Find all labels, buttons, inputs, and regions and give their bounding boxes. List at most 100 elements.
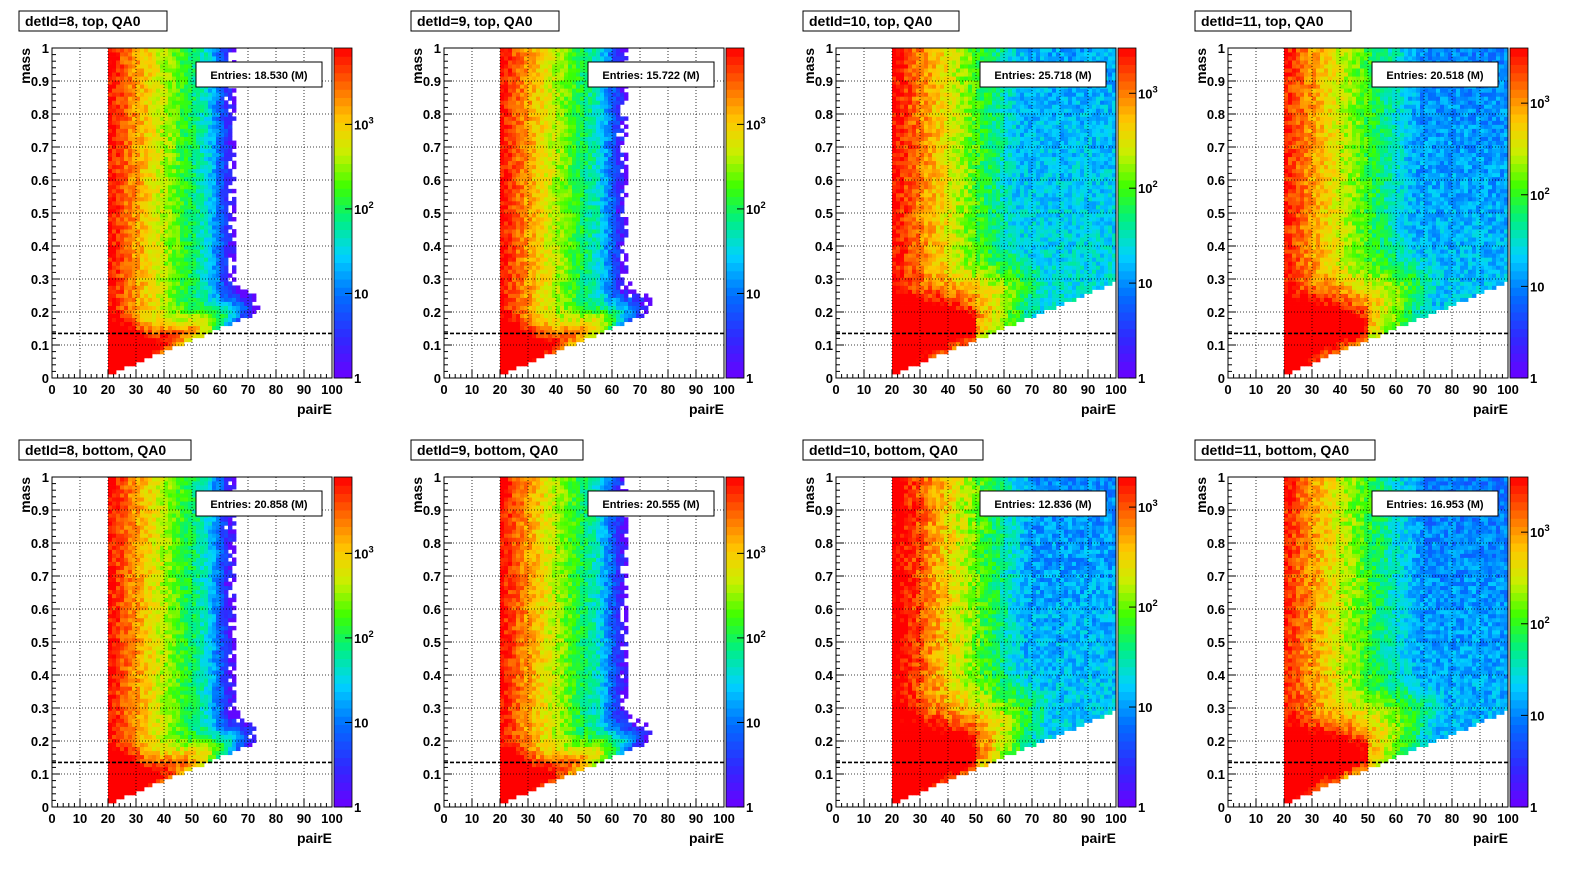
heatmap-cell <box>580 265 585 270</box>
heatmap-cell <box>212 313 217 319</box>
heatmap-cell <box>892 321 897 327</box>
heatmap-cell <box>108 68 113 73</box>
heatmap-cell <box>204 140 209 145</box>
heatmap-cell <box>576 285 581 290</box>
heatmap-cell <box>112 56 117 61</box>
heatmap-cell <box>212 200 217 206</box>
heatmap-cell <box>500 64 505 69</box>
heatmap-cell <box>528 269 533 274</box>
heatmap-cell <box>116 341 121 347</box>
heatmap-cell <box>208 221 213 226</box>
heatmap-cell <box>160 333 165 339</box>
heatmap-cell <box>512 200 517 206</box>
heatmap-cell <box>196 229 201 234</box>
heatmap-cell <box>132 309 137 315</box>
heatmap-cell <box>128 56 133 61</box>
heatmap-cell <box>156 124 161 129</box>
heatmap-cell <box>124 245 129 250</box>
heatmap-cell <box>896 357 901 363</box>
heatmap-cell <box>600 152 605 158</box>
heatmap-cell <box>524 168 529 174</box>
heatmap-cell <box>500 217 505 222</box>
heatmap-cell <box>612 217 617 222</box>
heatmap-cell <box>520 353 525 359</box>
heatmap-cell <box>152 285 157 290</box>
heatmap-cell <box>224 221 229 226</box>
heatmap-cell <box>216 297 221 302</box>
heatmap-cell <box>544 313 549 319</box>
heatmap-cell <box>560 341 565 347</box>
heatmap-cell <box>892 64 897 69</box>
heatmap-cell <box>132 297 137 302</box>
heatmap-cell <box>520 72 525 77</box>
heatmap-cell <box>148 337 153 343</box>
heatmap-cell <box>136 353 141 359</box>
heatmap-cell <box>140 257 145 262</box>
heatmap-cell <box>192 180 197 186</box>
heatmap-cell <box>504 52 509 57</box>
heatmap-cell <box>136 277 141 282</box>
heatmap-cell <box>156 184 161 190</box>
heatmap-cell <box>564 301 569 306</box>
heatmap-cell <box>200 217 205 222</box>
heatmap-cell <box>504 281 509 286</box>
heatmap-cell <box>544 204 549 210</box>
heatmap-cell <box>556 56 561 61</box>
heatmap-cell <box>156 60 161 65</box>
heatmap-cell <box>624 176 629 182</box>
heatmap-cell <box>200 124 205 129</box>
heatmap-cell <box>152 156 157 162</box>
heatmap-cell <box>548 148 553 154</box>
heatmap-cell <box>180 132 185 137</box>
heatmap-cell <box>208 277 213 282</box>
heatmap-cell <box>208 120 213 125</box>
heatmap-cell <box>540 208 545 214</box>
heatmap-cell <box>232 196 237 202</box>
heatmap-cell <box>176 72 181 77</box>
heatmap-cell <box>612 257 617 262</box>
heatmap-cell <box>228 120 233 125</box>
heatmap-cell <box>220 52 225 57</box>
heatmap-cell <box>120 172 125 178</box>
heatmap-cell <box>220 229 225 234</box>
heatmap-cell <box>572 277 577 282</box>
heatmap-cell <box>524 321 529 327</box>
heatmap-cell <box>204 309 209 315</box>
heatmap-cell <box>228 176 233 182</box>
heatmap-cell <box>152 237 157 242</box>
heatmap-cell <box>516 152 521 158</box>
heatmap-cell <box>600 168 605 174</box>
heatmap-cell <box>172 72 177 77</box>
heatmap-cell <box>556 200 561 206</box>
heatmap-cell <box>120 357 125 363</box>
heatmap-cell <box>164 305 169 310</box>
heatmap-cell <box>528 80 533 85</box>
heatmap-cell <box>188 329 193 335</box>
heatmap-cell <box>616 305 621 310</box>
heatmap-cell <box>572 293 577 298</box>
heatmap-cell <box>568 249 573 254</box>
heatmap-cell <box>128 100 133 105</box>
heatmap-cell <box>116 84 121 89</box>
heatmap-cell <box>108 213 113 218</box>
heatmap-cell <box>160 257 165 262</box>
heatmap-cell <box>504 305 509 310</box>
heatmap-cell <box>504 112 509 117</box>
heatmap-cell <box>572 196 577 202</box>
heatmap-cell <box>548 257 553 262</box>
heatmap-cell <box>200 305 205 310</box>
heatmap-cell <box>192 293 197 298</box>
heatmap-cell <box>192 225 197 230</box>
heatmap-cell <box>132 140 137 145</box>
heatmap-cell <box>608 180 613 186</box>
heatmap-cell <box>620 176 625 182</box>
heatmap-cell <box>220 208 225 214</box>
heatmap-cell <box>548 48 553 53</box>
heatmap-cell <box>552 305 557 310</box>
heatmap-cell <box>156 56 161 61</box>
heatmap-cell <box>116 136 121 141</box>
heatmap-cell <box>188 92 193 97</box>
heatmap-cell <box>548 180 553 186</box>
heatmap-cell <box>172 253 177 258</box>
heatmap-cell <box>156 213 161 218</box>
